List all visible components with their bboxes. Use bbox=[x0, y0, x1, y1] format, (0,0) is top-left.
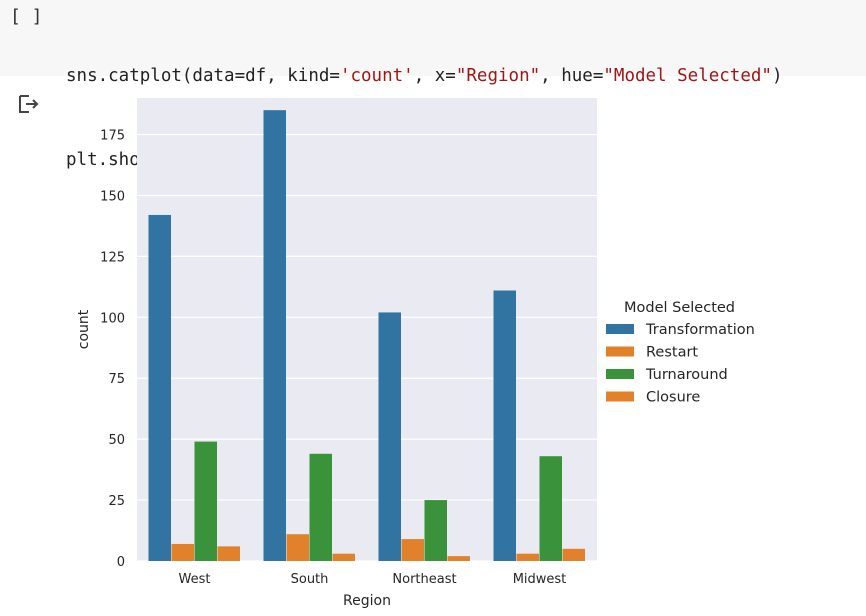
x-tick-label: Northeast bbox=[392, 572, 456, 587]
code-token: , x= bbox=[413, 66, 456, 86]
code-token: , hue= bbox=[540, 66, 604, 86]
code-token: sns.catplot(data=df, kind= bbox=[66, 66, 340, 86]
x-tick-label: West bbox=[179, 572, 211, 587]
code-cell: [ ] sns.catplot(data=df, kind='count', x… bbox=[0, 0, 866, 170]
legend-swatch-transformation bbox=[606, 324, 634, 334]
y-tick-label: 25 bbox=[108, 494, 125, 509]
bar-closure-midwest bbox=[562, 548, 585, 561]
y-tick-label: 125 bbox=[100, 250, 125, 265]
y-tick-label: 175 bbox=[100, 129, 125, 144]
bar-closure-west bbox=[217, 546, 240, 561]
bar-transformation-midwest bbox=[493, 290, 516, 561]
x-tick-label: Midwest bbox=[513, 572, 567, 587]
code-token: ) bbox=[771, 66, 783, 86]
bar-restart-northeast bbox=[401, 539, 424, 561]
y-tick-label: 150 bbox=[100, 189, 125, 204]
code-string: 'count' bbox=[339, 66, 414, 86]
bar-restart-south bbox=[286, 534, 309, 561]
x-tick-label: South bbox=[291, 572, 329, 587]
legend-swatch-turnaround bbox=[606, 369, 634, 379]
bar-transformation-south bbox=[263, 110, 286, 562]
legend-swatch-restart bbox=[606, 346, 634, 357]
run-cell-button[interactable]: [ ] bbox=[10, 6, 43, 27]
bar-closure-south bbox=[332, 553, 355, 561]
legend-label-restart: Restart bbox=[646, 345, 698, 361]
bar-turnaround-west bbox=[194, 441, 217, 561]
bar-transformation-west bbox=[148, 214, 171, 561]
x-axis: West South Northeast Midwest bbox=[179, 572, 567, 587]
bar-transformation-northeast bbox=[378, 312, 401, 561]
code-string: "Region" bbox=[455, 66, 541, 86]
y-axis-title: count bbox=[76, 309, 92, 349]
bar-turnaround-northeast bbox=[424, 500, 447, 561]
y-tick-label: 0 bbox=[117, 555, 125, 570]
legend-label-transformation: Transformation bbox=[645, 322, 755, 338]
code-editor[interactable]: sns.catplot(data=df, kind='count', x="Re… bbox=[66, 6, 783, 230]
legend-swatch-closure bbox=[606, 391, 634, 402]
bars bbox=[148, 110, 585, 562]
y-axis: 0 25 50 75 100 125 150 175 bbox=[100, 129, 125, 570]
bar-restart-west bbox=[171, 543, 194, 561]
y-tick-label: 75 bbox=[108, 372, 125, 387]
bar-closure-northeast bbox=[447, 556, 470, 561]
y-tick-label: 50 bbox=[108, 433, 125, 448]
bar-turnaround-midwest bbox=[539, 456, 562, 561]
x-axis-title: Region bbox=[343, 593, 391, 609]
output-arrow-icon[interactable] bbox=[18, 94, 40, 114]
legend-title: Model Selected bbox=[624, 300, 735, 316]
legend-label-closure: Closure bbox=[646, 390, 700, 406]
code-string: "Model Selected" bbox=[603, 66, 772, 86]
y-tick-label: 100 bbox=[100, 311, 125, 326]
legend: Model Selected Transformation Restart Turn… bbox=[606, 300, 755, 406]
legend-label-turnaround: Turnaround bbox=[645, 367, 728, 383]
code-line-1: sns.catplot(data=df, kind='count', x="Re… bbox=[66, 62, 783, 90]
bar-turnaround-south bbox=[309, 453, 332, 561]
bar-restart-midwest bbox=[516, 553, 539, 561]
